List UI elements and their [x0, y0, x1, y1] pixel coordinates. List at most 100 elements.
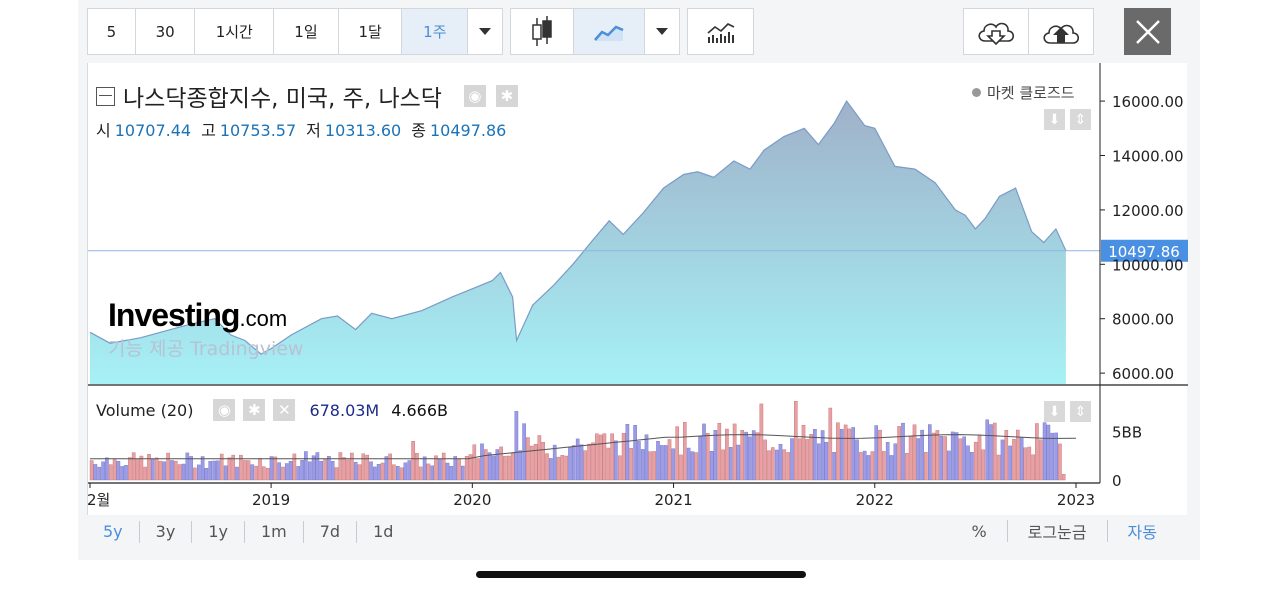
volume-bar	[537, 435, 542, 481]
indicators-icon	[706, 22, 734, 43]
volume-bar	[709, 451, 714, 481]
volume-bar	[970, 452, 974, 481]
indicators-button[interactable]	[688, 9, 753, 54]
volume-bar	[928, 424, 932, 481]
price-chart[interactable]: 10497.86 6000.00 8000.00 10000.00 12000.00 14…	[88, 63, 1188, 515]
remove-icon[interactable]: ✕	[273, 399, 296, 421]
range-3y-button[interactable]: 3y	[140, 520, 193, 543]
volume-bar	[449, 466, 454, 481]
volume-bar	[357, 464, 362, 481]
volume-bar	[384, 456, 389, 481]
interval-1mo-button[interactable]: 1달	[339, 9, 403, 54]
volume-bar	[231, 454, 236, 481]
eye-icon[interactable]: ◉	[213, 399, 236, 421]
volume-bar	[579, 444, 584, 481]
price-area	[90, 101, 1066, 384]
cloud-download-button[interactable]	[964, 9, 1029, 54]
volume-bar	[139, 455, 144, 481]
arrow-down-icon[interactable]: ⬇	[1044, 401, 1065, 422]
volume-bar	[265, 468, 270, 481]
open-value: 10707.44	[114, 121, 192, 140]
range-7d-button[interactable]: 7d	[304, 520, 358, 543]
y-tick-label: 6000.00	[1112, 365, 1174, 383]
volume-bar	[782, 449, 787, 481]
volume-bar	[993, 422, 997, 481]
volume-bar	[832, 452, 836, 481]
volume-bar	[151, 458, 155, 481]
volume-bar	[457, 458, 461, 481]
volume-bar	[223, 465, 228, 481]
volume-bar	[1054, 432, 1058, 481]
scale-options: % 로그눈금 자동	[951, 520, 1177, 542]
volume-legend: Volume (20) ◉ ✱ ✕ 678.03M 4.666B	[96, 399, 448, 421]
volume-bar	[292, 453, 297, 481]
interval-30-button[interactable]: 30	[136, 9, 196, 54]
log-scale-button[interactable]: 로그눈금	[1006, 520, 1107, 542]
interval-dropdown-button[interactable]	[468, 9, 502, 54]
eye-icon[interactable]: ◉	[463, 85, 486, 107]
auto-scale-button[interactable]: 자동	[1106, 520, 1177, 542]
volume-bar	[901, 422, 905, 481]
y-tick-label: 16000.00	[1112, 93, 1184, 111]
interval-5-button[interactable]: 5	[88, 9, 136, 54]
volume-bar	[510, 453, 515, 481]
volume-bar	[625, 424, 630, 481]
volume-bar	[426, 463, 431, 481]
chart-type-dropdown-button[interactable]	[645, 9, 679, 54]
y-tick-label: 12000.00	[1112, 202, 1184, 220]
volume-bar	[365, 454, 370, 481]
range-1y-button[interactable]: 1y	[192, 520, 245, 543]
volume-bar	[855, 439, 859, 481]
volume-bar	[893, 443, 898, 481]
volume-bar	[277, 462, 281, 481]
gear-icon[interactable]: ✱	[495, 85, 518, 107]
volume-bar	[977, 434, 982, 481]
interval-1h-button[interactable]: 1시간	[195, 9, 275, 54]
collapse-icon[interactable]	[96, 86, 115, 106]
volume-bar	[679, 454, 683, 481]
volume-bar	[583, 450, 588, 481]
arrow-updown-icon[interactable]: ⇕	[1070, 109, 1091, 130]
candlestick-button[interactable]	[511, 9, 575, 54]
range-1m-button[interactable]: 1m	[245, 520, 304, 543]
range-5y-button[interactable]: 5y	[87, 520, 140, 543]
volume-bar	[239, 454, 243, 481]
volume-bar	[162, 461, 167, 481]
symbol-title: 나스닥종합지수, 미국, 주, 나스닥	[123, 86, 442, 112]
close-button[interactable]	[1124, 8, 1171, 55]
volume-ma-value: 4.666B	[391, 400, 449, 420]
volume-bar	[740, 430, 744, 481]
arrow-down-icon[interactable]: ⬇	[1044, 109, 1065, 130]
volume-bar	[1016, 429, 1020, 481]
interval-1d-button[interactable]: 1일	[274, 9, 339, 54]
volume-bar	[269, 456, 274, 481]
volume-bar	[396, 466, 400, 481]
gear-icon[interactable]: ✱	[243, 399, 266, 421]
volume-bar	[939, 436, 943, 481]
candlestick-icon	[532, 15, 552, 46]
volume-bar	[484, 449, 488, 481]
volume-bar	[327, 456, 331, 481]
range-1d-button[interactable]: 1d	[373, 522, 394, 541]
area-chart-button[interactable]	[574, 9, 646, 54]
volume-bar	[713, 430, 718, 481]
volume-bar	[173, 460, 178, 481]
volume-bar	[751, 430, 756, 481]
volume-bar	[778, 444, 783, 481]
chart-panel[interactable]: 10497.86 6000.00 8000.00 10000.00 12000.00 14…	[87, 63, 1188, 515]
interval-1w-button[interactable]: 1주	[402, 9, 469, 54]
volume-bar	[817, 443, 821, 481]
range-bar: 5y 3y 1y 1m 7d 1d % 로그눈금 자동	[87, 515, 1187, 548]
chart-type-selector	[510, 8, 680, 55]
volume-bar	[652, 451, 656, 481]
volume-bar	[185, 452, 190, 481]
volume-bar	[694, 452, 699, 481]
volume-bar	[847, 428, 852, 481]
percent-scale-button[interactable]: %	[971, 521, 987, 541]
volume-bar	[418, 466, 423, 481]
arrow-updown-icon[interactable]: ⇕	[1070, 401, 1091, 422]
volume-bar	[1038, 439, 1043, 481]
volume-bar	[330, 461, 335, 481]
volume-bar	[820, 430, 825, 481]
cloud-upload-button[interactable]	[1029, 9, 1093, 54]
